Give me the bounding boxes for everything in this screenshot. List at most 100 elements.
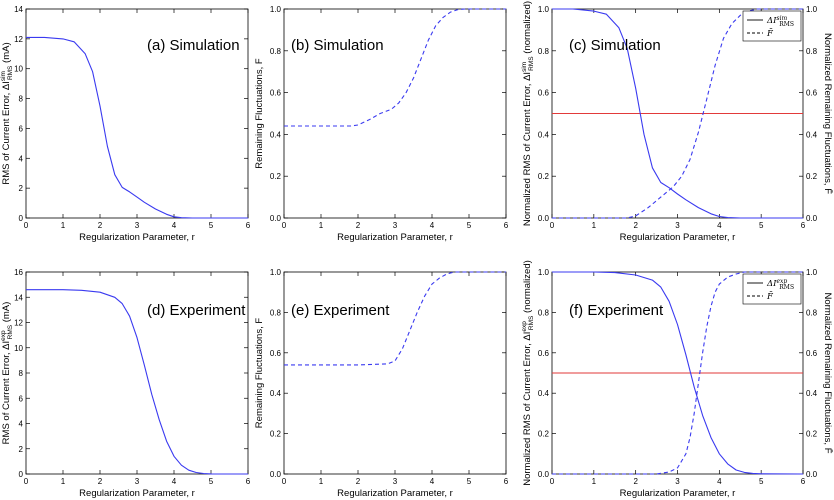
x-axis-label: Regularization Parameter, r <box>620 232 736 243</box>
x-tick-label: 0 <box>550 477 555 486</box>
y-tick-label-right: 0.6 <box>806 89 818 98</box>
y-tick-label-right: 0.4 <box>806 130 818 139</box>
y-tick-label: 0.8 <box>270 308 282 317</box>
y-axis-label: Remaining Fluctuations, F <box>254 318 265 429</box>
panel-annotation: (d) Experiment <box>147 302 246 319</box>
panel-annotation: (a) Simulation <box>147 37 240 54</box>
x-axis-label: Regularization Parameter, r <box>79 488 195 499</box>
x-tick-label: 0 <box>282 221 287 230</box>
y-tick-label: 0.2 <box>270 172 282 181</box>
y-axis-label: RMS of Current Error, ΔIsimRMS (mA) <box>0 42 14 184</box>
x-tick-label: 2 <box>98 221 103 230</box>
y-tick-label-right: 0.2 <box>806 430 818 439</box>
x-tick-label: 6 <box>504 477 509 486</box>
x-tick-label: 5 <box>467 221 472 230</box>
y-tick-label: 12 <box>14 319 23 328</box>
x-tick-label: 1 <box>592 477 597 486</box>
x-tick-label: 3 <box>675 477 680 486</box>
series-line-2 <box>552 8 803 219</box>
legend-entry-1: ΔIsim RMS <box>766 15 794 28</box>
y-tick-label: 4 <box>19 420 24 429</box>
x-tick-label: 1 <box>592 221 597 230</box>
x-tick-label: 5 <box>209 221 214 230</box>
y-tick-label-right: 0.4 <box>806 389 818 398</box>
y-tick-label-right: 0.2 <box>806 172 818 181</box>
x-tick-label: 1 <box>61 221 66 230</box>
panel-annotation: (c) Simulation <box>569 37 661 54</box>
y-tick-label: 0.8 <box>270 47 282 56</box>
series-line-1 <box>284 271 506 366</box>
y-tick-label: 0.6 <box>270 349 282 358</box>
x-tick-label: 4 <box>717 221 722 230</box>
x-tick-label: 4 <box>430 221 435 230</box>
y-axis-label: RMS of Current Error, ΔIexpRMS (mA) <box>0 302 14 445</box>
x-tick-label: 2 <box>356 477 361 486</box>
legend-entry-1: ΔIexp RMS <box>766 278 794 291</box>
y-tick-label: 0.4 <box>538 389 550 398</box>
panel-annotation: (b) Simulation <box>291 37 384 54</box>
y-tick-label: 0.2 <box>538 430 550 439</box>
y-tick-label: 0.0 <box>538 470 550 479</box>
y-tick-label: 0.0 <box>270 470 282 479</box>
x-axis-label: Regularization Parameter, r <box>337 232 453 243</box>
y-axis-label: Remaining Fluctuations, F <box>254 58 265 169</box>
y-tick-label: 1.0 <box>538 5 550 14</box>
x-tick-label: 4 <box>717 477 722 486</box>
series-line-1 <box>26 289 249 475</box>
series-line-1 <box>26 36 248 219</box>
x-tick-label: 3 <box>393 221 398 230</box>
y-tick-label: 4 <box>19 154 24 163</box>
x-tick-label: 2 <box>633 477 638 486</box>
x-tick-label: 5 <box>467 477 472 486</box>
y-tick-label: 14 <box>14 5 23 14</box>
x-tick-label: 0 <box>282 477 287 486</box>
x-tick-label: 3 <box>135 477 140 486</box>
x-tick-label: 3 <box>675 221 680 230</box>
x-axis-label: Regularization Parameter, r <box>337 488 453 499</box>
legend-box <box>742 10 802 42</box>
y-tick-label: 0.4 <box>538 130 550 139</box>
series-line-1 <box>552 8 803 219</box>
panel-annotation: (e) Experiment <box>291 302 390 319</box>
x-tick-label: 0 <box>24 221 29 230</box>
series-line-2 <box>552 271 803 475</box>
y-tick-label: 0.6 <box>538 89 550 98</box>
y-tick-label: 0.8 <box>538 308 550 317</box>
x-tick-label: 3 <box>393 477 398 486</box>
y-tick-label-right: 1.0 <box>806 5 818 14</box>
panel-annotation: (f) Experiment <box>569 302 664 319</box>
x-tick-label: 6 <box>246 477 251 486</box>
y-tick-label: 0.2 <box>538 172 550 181</box>
y-tick-label: 10 <box>14 65 23 74</box>
y-tick-label: 6 <box>19 124 24 133</box>
x-tick-label: 1 <box>61 477 66 486</box>
y-tick-label-right: 0.0 <box>806 470 818 479</box>
y-tick-label-right: 0.0 <box>806 214 818 223</box>
x-tick-label: 0 <box>24 477 29 486</box>
y-axis-label-right: Normalized Remaining Fluctuations, F̄ <box>822 33 833 194</box>
y-axis-label: Normalized RMS of Current Error, ΔIexpRM… <box>521 260 535 486</box>
x-tick-label: 4 <box>172 221 177 230</box>
y-tick-label: 0.2 <box>270 430 282 439</box>
x-tick-label: 6 <box>504 221 509 230</box>
x-tick-label: 6 <box>801 221 806 230</box>
x-tick-label: 1 <box>319 477 324 486</box>
x-tick-label: 2 <box>633 221 638 230</box>
x-tick-label: 2 <box>356 221 361 230</box>
y-tick-label: 10 <box>14 344 23 353</box>
y-tick-label: 0.0 <box>270 214 282 223</box>
y-tick-label: 1.0 <box>270 5 282 14</box>
y-tick-label-right: 0.8 <box>806 308 818 317</box>
y-tick-label: 0 <box>19 470 24 479</box>
x-tick-label: 4 <box>430 477 435 486</box>
x-tick-label: 4 <box>172 477 177 486</box>
y-tick-label: 1.0 <box>270 268 282 277</box>
y-tick-label: 8 <box>19 95 24 104</box>
y-tick-label: 0.8 <box>538 47 550 56</box>
y-tick-label: 0.6 <box>538 349 550 358</box>
y-tick-label: 0.0 <box>538 214 550 223</box>
